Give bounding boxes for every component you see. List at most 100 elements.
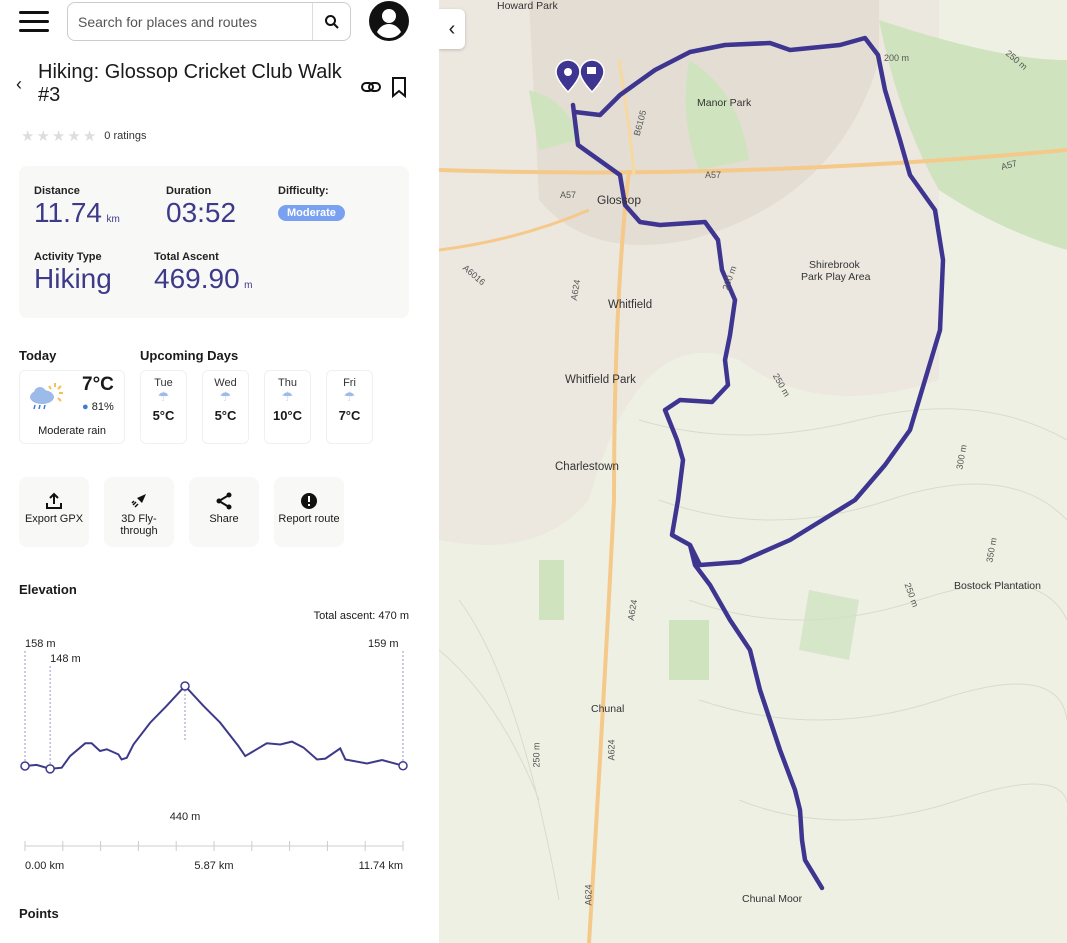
action-label: Report route xyxy=(278,513,340,525)
rating[interactable]: ★ ★ ★ ★ ★ 0 ratings xyxy=(21,127,146,145)
day-name: Thu xyxy=(278,377,297,389)
x-tick-label: 11.74 km xyxy=(359,860,403,872)
map-label: Bostock Plantation xyxy=(954,580,1041,592)
link-icon[interactable] xyxy=(360,76,382,98)
stat-ascent: Total Ascent 469.90 m xyxy=(154,251,252,295)
map-label: Whitfield xyxy=(608,299,653,311)
map-label: Glossop xyxy=(597,193,642,207)
weather-upcoming-heading: Upcoming Days xyxy=(140,348,239,363)
contour-label: 200 m xyxy=(884,53,910,63)
export-gpx-button[interactable]: Export GPX xyxy=(19,477,89,547)
map-label: Whitfield Park xyxy=(565,374,636,386)
stat-unit: km xyxy=(106,214,120,225)
star-icon[interactable]: ★ xyxy=(36,128,50,145)
bookmark-icon[interactable] xyxy=(390,76,408,98)
elevation-point[interactable] xyxy=(180,681,190,691)
action-label: Share xyxy=(209,513,239,525)
star-icon[interactable]: ★ xyxy=(21,128,35,145)
day-name: Wed xyxy=(214,377,237,389)
day-name: Fri xyxy=(343,377,356,389)
stat-value: 03:52 xyxy=(166,197,237,228)
map-label: Shirebrook xyxy=(809,259,860,271)
water-drop-icon: ● xyxy=(82,401,89,413)
star-icon[interactable]: ★ xyxy=(67,128,81,145)
route-panel: ‹ Hiking: Glossop Cricket Club Walk #3 ★… xyxy=(0,0,439,943)
weather-day-card: Tue ☂ 5°C xyxy=(140,370,187,444)
stat-difficulty: Difficulty: Moderate xyxy=(278,185,345,221)
route-stats: Distance 11.74 km Duration 03:52 Difficult… xyxy=(19,166,409,318)
stat-distance: Distance 11.74 km xyxy=(34,185,120,229)
ratings-count: 0 ratings xyxy=(104,130,147,142)
rain-sun-icon: ☂ xyxy=(219,389,232,404)
annotation-label: 158 m xyxy=(25,638,56,650)
today-desc: Moderate rain xyxy=(38,425,106,437)
route-line[interactable] xyxy=(574,35,946,568)
map-label: Chunal xyxy=(591,703,625,715)
stat-value: 469.90 xyxy=(154,263,240,294)
road-label: A624 xyxy=(583,884,594,906)
elevation-point[interactable] xyxy=(398,760,408,771)
fly-through-button[interactable]: 3D Fly-through xyxy=(104,477,174,547)
share-button[interactable]: Share xyxy=(189,477,259,547)
stat-label: Distance xyxy=(34,185,80,197)
road-label: A57 xyxy=(705,170,722,180)
map-label: Manor Park xyxy=(697,97,752,109)
menu-button[interactable] xyxy=(19,11,49,33)
annotation-label: 440 m xyxy=(170,811,201,823)
weather-day-card: Thu ☂ 10°C xyxy=(264,370,311,444)
stat-value: Hiking xyxy=(34,263,112,294)
humidity-value: 81% xyxy=(91,401,114,413)
search-button[interactable] xyxy=(312,3,350,40)
action-label: 3D Fly-through xyxy=(120,513,158,537)
search-box xyxy=(67,2,351,41)
points-heading: Points xyxy=(19,906,59,921)
difficulty-badge: Moderate xyxy=(278,205,345,221)
report-route-button[interactable]: Report route xyxy=(274,477,344,547)
stat-label: Total Ascent xyxy=(154,251,219,263)
route-title: Hiking: Glossop Cricket Club Walk #3 xyxy=(38,61,342,106)
map-label: Park Play Area xyxy=(801,271,871,283)
collapse-panel-button[interactable]: ‹ xyxy=(439,9,465,49)
stat-label: Duration xyxy=(166,185,212,197)
star-icon[interactable]: ★ xyxy=(51,128,66,145)
weather-today-card: 7°C ● 81% Moderate rain xyxy=(19,370,125,444)
map-label: Charlestown xyxy=(555,461,619,473)
stat-duration: Duration 03:52 xyxy=(166,185,236,229)
rain-sun-icon: ☂ xyxy=(157,389,170,404)
back-button[interactable]: ‹ xyxy=(16,74,22,94)
map[interactable]: ‹ Howard Park Manor Park Glossop Shirebr… xyxy=(439,0,1067,943)
rain-sun-icon: ☂ xyxy=(343,389,356,404)
share-icon xyxy=(216,492,232,510)
road-label: A624 xyxy=(606,739,617,761)
elevation-point[interactable] xyxy=(20,761,30,771)
day-temp: 5°C xyxy=(214,408,237,423)
today-temp: 7°C xyxy=(82,374,114,395)
search-input[interactable] xyxy=(68,6,312,37)
elevation-point[interactable] xyxy=(45,764,55,774)
today-humidity: ● 81% xyxy=(82,401,114,413)
x-tick-label: 0.00 km xyxy=(25,860,64,872)
weather-today-heading: Today xyxy=(19,348,57,363)
weather-day-card: Fri ☂ 7°C xyxy=(326,370,373,444)
map-label: Chunal Moor xyxy=(742,893,803,905)
start-marker-icon[interactable] xyxy=(555,59,581,94)
star-icon[interactable]: ★ xyxy=(82,128,97,145)
alert-icon xyxy=(301,493,317,509)
action-label: Export GPX xyxy=(24,513,84,525)
elevation-chart[interactable]: 158 m 148 m 440 m 159 m 0.00 km 5.87 km 11.74 … xyxy=(0,630,439,880)
account-avatar-icon[interactable] xyxy=(369,1,409,41)
annotation-label: 159 m xyxy=(368,638,399,650)
route-line[interactable] xyxy=(570,102,825,891)
stat-value: 11.74 xyxy=(34,197,102,228)
day-name: Tue xyxy=(154,377,173,389)
elevation-heading: Elevation xyxy=(19,582,77,597)
rocket-icon xyxy=(131,494,146,508)
rain-sun-icon: ☂ xyxy=(281,389,294,404)
stat-unit: m xyxy=(244,280,253,291)
total-ascent: Total ascent: 470 m xyxy=(313,610,409,622)
map-label: Howard Park xyxy=(497,0,558,12)
road-label: A57 xyxy=(560,190,577,200)
day-temp: 7°C xyxy=(338,408,361,423)
map-canvas xyxy=(439,0,1067,943)
finish-marker-icon[interactable] xyxy=(579,59,605,94)
